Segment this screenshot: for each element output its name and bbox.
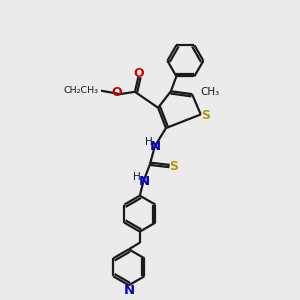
Text: N: N [123, 284, 134, 297]
Text: CH₂CH₃: CH₂CH₃ [64, 86, 99, 95]
Text: S: S [202, 110, 211, 122]
Text: H: H [145, 137, 152, 147]
Text: S: S [169, 160, 178, 173]
Text: CH₃: CH₃ [200, 87, 219, 97]
Text: N: N [138, 175, 149, 188]
Text: N: N [150, 140, 161, 152]
Text: O: O [112, 85, 122, 99]
Text: H: H [133, 172, 140, 182]
Text: O: O [133, 67, 144, 80]
